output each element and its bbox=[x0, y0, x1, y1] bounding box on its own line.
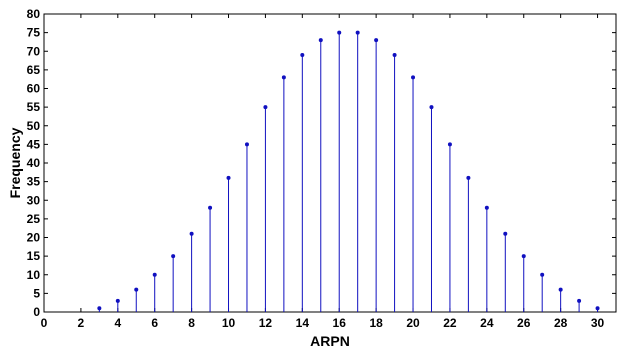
y-axis-title: Frequency bbox=[7, 127, 23, 198]
y-tick-label: 15 bbox=[27, 249, 41, 263]
stem-marker bbox=[447, 142, 452, 147]
x-tick-label: 14 bbox=[296, 316, 310, 330]
stem-marker bbox=[466, 175, 471, 180]
x-tick-label: 22 bbox=[443, 316, 457, 330]
stem-marker bbox=[392, 52, 397, 57]
x-tick-label: 8 bbox=[188, 316, 195, 330]
stem-marker bbox=[263, 105, 268, 110]
data-stems bbox=[97, 30, 600, 312]
x-tick-label: 6 bbox=[151, 316, 158, 330]
x-tick-label: 18 bbox=[369, 316, 383, 330]
y-tick-label: 75 bbox=[27, 26, 41, 40]
stem-marker bbox=[281, 75, 286, 80]
x-tick-label: 26 bbox=[517, 316, 531, 330]
x-tick-label: 28 bbox=[554, 316, 568, 330]
stem-marker bbox=[411, 75, 416, 80]
stem-marker bbox=[208, 205, 213, 210]
stem-marker bbox=[484, 205, 489, 210]
stem-marker bbox=[503, 231, 508, 236]
y-tick-label: 70 bbox=[27, 44, 41, 58]
y-tick-label: 35 bbox=[27, 175, 41, 189]
y-tick-label: 20 bbox=[27, 231, 41, 245]
y-tick-label: 5 bbox=[33, 286, 40, 300]
x-tick-label: 10 bbox=[222, 316, 236, 330]
y-tick-label: 25 bbox=[27, 212, 41, 226]
x-tick-label: 4 bbox=[114, 316, 121, 330]
stem-marker bbox=[189, 231, 194, 236]
stem-marker bbox=[171, 254, 176, 259]
stem-marker bbox=[152, 272, 157, 277]
y-tick-label: 45 bbox=[27, 137, 41, 151]
x-axis-title: ARPN bbox=[310, 333, 350, 349]
plot-frame bbox=[43, 13, 617, 313]
y-tick-label: 55 bbox=[27, 100, 41, 114]
stem-marker bbox=[577, 298, 582, 303]
y-tick-label: 80 bbox=[27, 7, 41, 21]
stem-marker bbox=[115, 298, 120, 303]
stem-marker bbox=[300, 52, 305, 57]
x-tick-label: 20 bbox=[406, 316, 420, 330]
y-axis-ticks: 0 5 10 15 20 25 30 35 40 45 50 55 60 65 70 75 80 bbox=[27, 7, 616, 319]
y-tick-label: 30 bbox=[27, 193, 41, 207]
stem-marker bbox=[558, 287, 563, 292]
x-axis-ticks: 0 2 4 6 8 10 12 14 16 18 20 22 24 26 28 30 bbox=[41, 14, 605, 330]
stem-marker bbox=[226, 175, 231, 180]
stem-marker bbox=[134, 287, 139, 292]
x-tick-label: 30 bbox=[591, 316, 605, 330]
y-tick-label: 10 bbox=[27, 268, 41, 282]
y-tick-label: 50 bbox=[27, 119, 41, 133]
x-tick-label: 16 bbox=[333, 316, 347, 330]
y-tick-label: 40 bbox=[27, 156, 41, 170]
stem-marker bbox=[540, 272, 545, 277]
stem-marker bbox=[337, 30, 342, 35]
stem-marker bbox=[355, 30, 360, 35]
x-tick-label: 24 bbox=[480, 316, 494, 330]
stem-marker bbox=[244, 142, 249, 147]
stem-marker bbox=[318, 38, 323, 43]
x-tick-label: 12 bbox=[259, 316, 273, 330]
y-tick-label: 60 bbox=[27, 82, 41, 96]
x-tick-label: 0 bbox=[41, 316, 48, 330]
stem-marker bbox=[97, 306, 102, 311]
y-tick-label: 65 bbox=[27, 63, 41, 77]
y-tick-label: 0 bbox=[33, 305, 40, 319]
x-tick-label: 2 bbox=[78, 316, 85, 330]
stem-marker bbox=[429, 105, 434, 110]
stem-marker bbox=[595, 306, 600, 311]
stem-marker bbox=[374, 38, 379, 43]
stem-marker bbox=[521, 254, 526, 259]
